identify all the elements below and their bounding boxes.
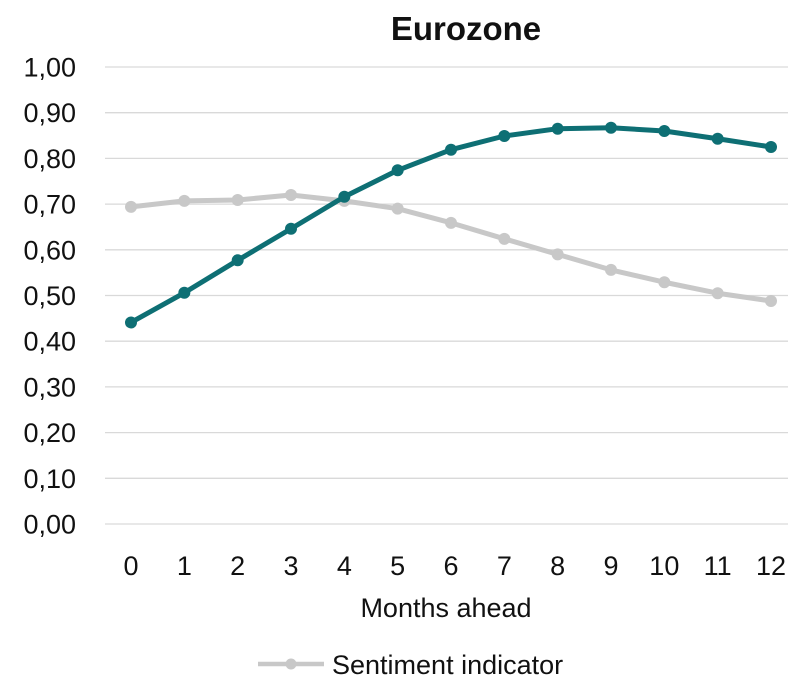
x-tick-label-6: 6 bbox=[443, 551, 458, 581]
x-tick-label-3: 3 bbox=[283, 551, 298, 581]
y-tick-label-0: 0,00 bbox=[23, 510, 76, 540]
series-0-point-8 bbox=[551, 248, 564, 261]
x-axis-title: Months ahead bbox=[360, 593, 531, 623]
series-0-point-0 bbox=[125, 200, 137, 213]
series-0-point-1 bbox=[178, 194, 191, 207]
y-tick-label-7: 0,70 bbox=[23, 190, 76, 220]
x-axis-tick-labels: 0 1 2 3 4 5 6 7 8 9 10 11 12 bbox=[123, 551, 786, 581]
series-0-line bbox=[128, 192, 774, 304]
series-1-point-1 bbox=[178, 286, 191, 299]
y-tick-label-6: 0,60 bbox=[23, 235, 76, 265]
y-tick-label-2: 0,20 bbox=[23, 418, 76, 448]
series-0-point-5 bbox=[391, 202, 404, 215]
legend: Sentiment indicator bbox=[258, 650, 563, 679]
series-1-point-6 bbox=[445, 143, 457, 156]
series-1-point-9 bbox=[605, 121, 617, 134]
gridlines bbox=[105, 66, 788, 525]
x-tick-label-4: 4 bbox=[337, 551, 352, 581]
series-1-point-11 bbox=[711, 132, 724, 145]
x-tick-label-5: 5 bbox=[390, 551, 405, 581]
series-1-point-2 bbox=[231, 254, 244, 267]
y-tick-label-4: 0,40 bbox=[23, 327, 76, 357]
legend-label-sentiment-indicator: Sentiment indicator bbox=[332, 650, 563, 679]
series-1-point-5 bbox=[391, 164, 404, 177]
series-1 bbox=[125, 121, 777, 329]
series-1-point-3 bbox=[285, 222, 297, 235]
legend-marker-sentiment-indicator bbox=[285, 658, 297, 670]
x-tick-label-8: 8 bbox=[550, 551, 565, 581]
series-0-point-6 bbox=[445, 216, 457, 229]
series-0-point-12 bbox=[765, 294, 777, 307]
x-tick-label-1: 1 bbox=[177, 551, 192, 581]
series-0 bbox=[125, 188, 777, 307]
x-tick-label-12: 12 bbox=[756, 551, 786, 581]
series-0-point-9 bbox=[605, 263, 617, 276]
x-tick-label-7: 7 bbox=[497, 551, 512, 581]
y-tick-label-5: 0,50 bbox=[23, 281, 76, 311]
series-0-point-10 bbox=[658, 276, 671, 289]
x-tick-label-11: 11 bbox=[704, 551, 732, 581]
x-tick-label-2: 2 bbox=[230, 551, 245, 581]
x-tick-label-9: 9 bbox=[603, 551, 618, 581]
series-1-point-0 bbox=[125, 316, 137, 329]
series-1-point-4 bbox=[338, 190, 351, 203]
series-0-point-3 bbox=[285, 188, 297, 201]
series-1-point-8 bbox=[551, 122, 564, 135]
series-1-point-10 bbox=[658, 124, 671, 137]
x-tick-label-10: 10 bbox=[649, 551, 679, 581]
y-tick-label-10: 1,00 bbox=[23, 53, 76, 83]
y-tick-label-1: 0,10 bbox=[23, 464, 76, 494]
y-tick-label-8: 0,80 bbox=[23, 144, 76, 174]
chart-title: Eurozone bbox=[391, 10, 541, 47]
series-1-point-12 bbox=[765, 140, 777, 153]
series-0-point-2 bbox=[231, 193, 244, 206]
series-1-point-7 bbox=[498, 130, 511, 143]
series-0-point-7 bbox=[498, 232, 511, 245]
series-layer bbox=[125, 121, 777, 329]
x-tick-label-0: 0 bbox=[123, 551, 138, 581]
y-tick-label-9: 0,90 bbox=[23, 98, 76, 128]
y-axis-tick-labels: 0,00 0,10 0,20 0,30 0,40 0,50 0,60 0,70 0,80 0,90… bbox=[23, 53, 76, 540]
series-0-point-11 bbox=[711, 287, 724, 300]
y-tick-label-3: 0,30 bbox=[23, 372, 76, 402]
